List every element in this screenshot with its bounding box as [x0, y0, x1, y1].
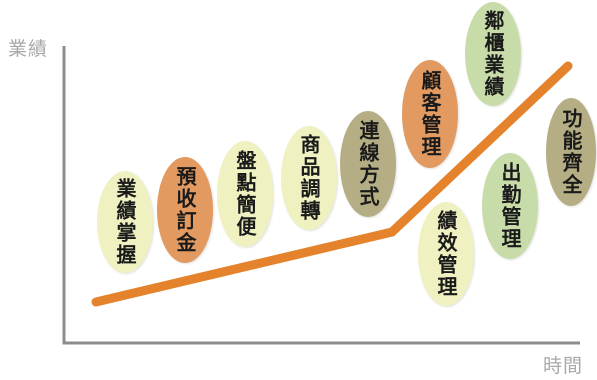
feature-bubble-product-transfer: 商品調轉 [281, 126, 337, 230]
feature-label: 盤點簡便 [233, 150, 257, 238]
feature-bubble-performance-control: 業績掌握 [97, 171, 153, 273]
feature-label: 出勤管理 [498, 162, 522, 250]
feature-bubble-performance-management: 績效管理 [418, 202, 474, 306]
feature-bubble-prepaid-deposit: 預收訂金 [157, 157, 213, 263]
feature-label: 功能齊全 [559, 108, 583, 196]
axes-lines [62, 46, 580, 345]
feature-bubble-customer-management: 顧客管理 [402, 60, 458, 168]
feature-label: 商品調轉 [297, 134, 321, 222]
x-axis-label: 時間 [543, 355, 584, 377]
feature-bubble-attendance-management: 出勤管理 [482, 153, 538, 259]
feature-label: 業績掌握 [113, 178, 137, 266]
feature-bubble-chain-mode: 連線方式 [340, 111, 396, 217]
feature-label: 績效管理 [434, 210, 458, 298]
feature-bubble-complete-functions: 功能齊全 [546, 98, 596, 206]
feature-label: 預收訂金 [173, 166, 197, 254]
feature-bubble-simple-inventory: 盤點簡便 [217, 141, 273, 247]
feature-label: 顧客管理 [418, 70, 442, 158]
feature-label: 連線方式 [356, 120, 380, 208]
feature-bubble-cabinet-performance: 鄰櫃業績 [465, 2, 521, 106]
growth-trend-line [91, 61, 573, 307]
y-axis-label: 業績 [8, 38, 49, 60]
feature-label: 鄰櫃業績 [481, 10, 505, 98]
